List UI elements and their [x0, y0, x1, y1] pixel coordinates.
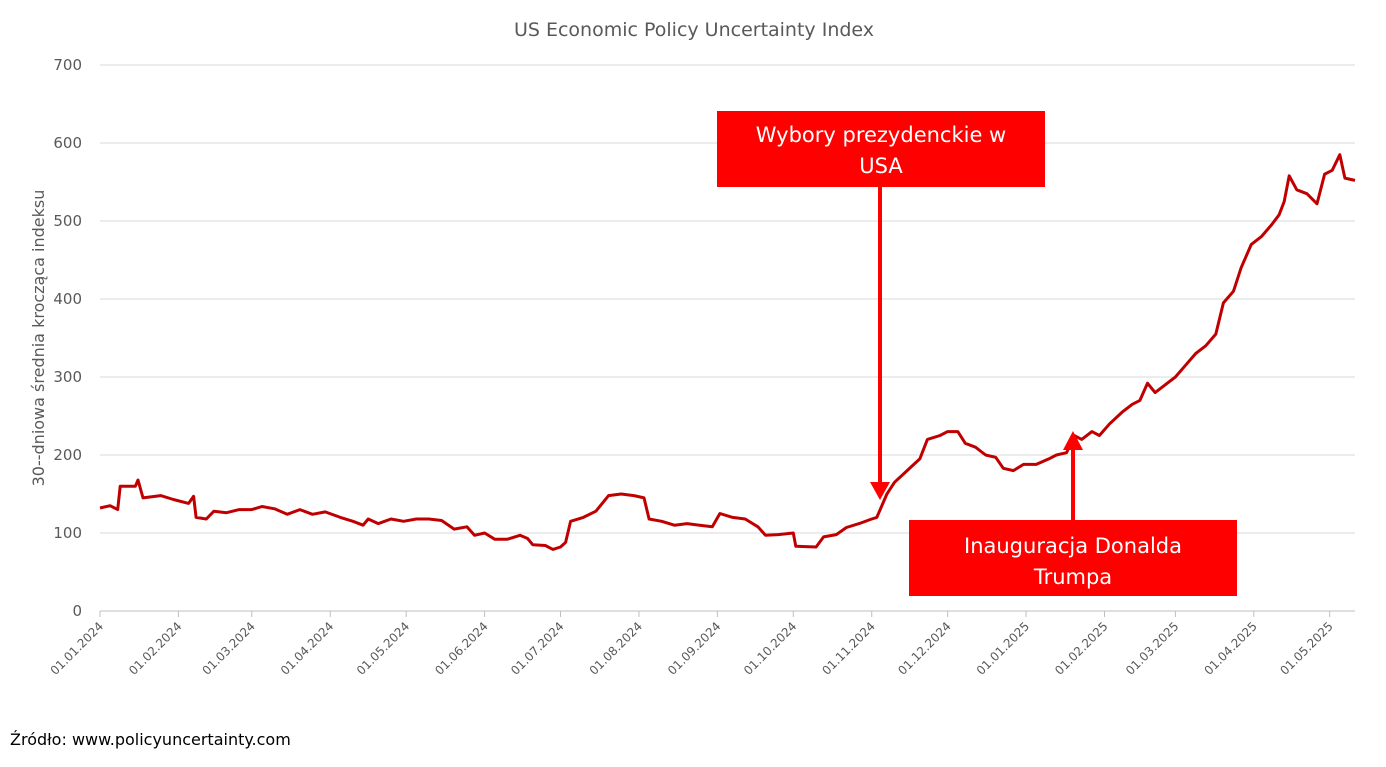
x-tick-label: 01.04.2024: [278, 619, 336, 677]
x-tick-label: 01.06.2024: [432, 619, 490, 677]
line-series: [99, 153, 1356, 551]
x-tick-label: 01.02.2024: [126, 619, 184, 677]
y-tick-label: 300: [53, 368, 82, 386]
annotation-arrowhead: [870, 482, 890, 500]
y-tick-label: 0: [72, 602, 82, 620]
y-tick-label: 100: [53, 524, 82, 542]
y-tick-label: 700: [53, 56, 82, 74]
y-tick-label: 500: [53, 212, 82, 230]
x-tick-label: 01.12.2024: [895, 619, 953, 677]
x-tick-label: 01.02.2025: [1052, 619, 1110, 677]
x-tick-label: 01.04.2025: [1201, 619, 1259, 677]
y-tick-label: 200: [53, 446, 82, 464]
x-tick-label: 01.01.2024: [48, 619, 106, 677]
annotation-text: Inauguracja Donalda: [964, 534, 1182, 558]
y-axis-label: 30--dniowa średnia krocząca indeksu: [29, 190, 48, 487]
y-tick-label: 600: [53, 134, 82, 152]
x-tick-label: 01.05.2024: [354, 619, 412, 677]
annotation-arrowhead: [1063, 431, 1083, 450]
y-tick-label: 400: [53, 290, 82, 308]
annotation-text: USA: [859, 154, 903, 178]
x-tick-label: 01.05.2025: [1277, 619, 1335, 677]
annotation-box: [717, 111, 1045, 187]
x-tick-label: 01.11.2024: [819, 619, 877, 677]
x-tick-label: 01.03.2025: [1123, 619, 1181, 677]
source: Źródło: www.policyuncertainty.com: [10, 730, 291, 749]
x-tick-label: 01.10.2024: [741, 619, 799, 677]
x-tick-label: 01.01.2025: [974, 619, 1032, 677]
annotations: Wybory prezydenckie w USA Inauguracja Do…: [717, 111, 1237, 596]
annotation-text: Trumpa: [1033, 565, 1112, 589]
x-tick-label: 01.08.2024: [587, 619, 645, 677]
chart-title: US Economic Policy Uncertainty Index: [514, 19, 874, 41]
annotation-text: Wybory prezydenckie w: [756, 123, 1006, 147]
x-tick-label: 01.03.2024: [199, 619, 257, 677]
x-tick-label: 01.09.2024: [665, 619, 723, 677]
annotation-box: [909, 520, 1237, 596]
plot: [99, 153, 1356, 551]
x-tick-label: 01.07.2024: [508, 619, 566, 677]
